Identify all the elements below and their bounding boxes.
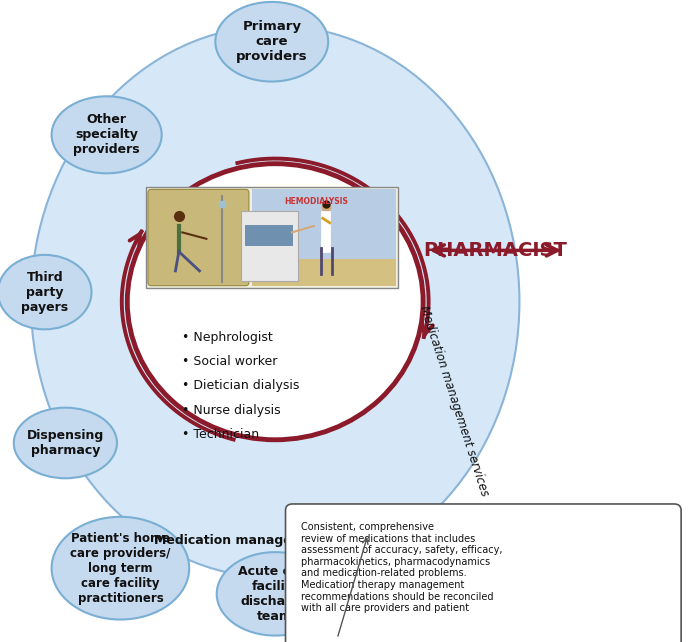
Text: Third
party
payers: Third party payers [21,271,68,313]
Text: • Technician: • Technician [182,428,259,441]
Ellipse shape [52,517,189,620]
Ellipse shape [215,2,328,82]
Bar [252,189,396,286]
Bar [252,259,396,286]
Ellipse shape [0,255,92,329]
Text: PHARMACIST: PHARMACIST [423,241,568,260]
Text: Medication management services: Medication management services [154,534,389,547]
Bar [246,225,293,245]
Ellipse shape [14,408,117,478]
Text: Patient's home
care providers/
long term
care facility
practitioners: Patient's home care providers/ long term… [70,532,171,605]
Text: Medication management services: Medication management services [417,304,491,498]
Text: HEMODIALYSIS: HEMODIALYSIS [284,197,348,206]
Ellipse shape [217,552,334,636]
Text: Dialysis facility: Dialysis facility [206,191,337,207]
FancyBboxPatch shape [286,504,681,642]
Text: • Nurse dialysis: • Nurse dialysis [182,404,281,417]
FancyBboxPatch shape [146,187,398,288]
Ellipse shape [31,26,519,578]
Circle shape [127,164,423,440]
Text: Other
specialty
providers: Other specialty providers [74,114,140,156]
Text: Dispensing
pharmacy: Dispensing pharmacy [27,429,104,457]
Text: Acute care
facility
discharge
team: Acute care facility discharge team [237,565,313,623]
FancyBboxPatch shape [148,189,249,286]
Text: • Social worker: • Social worker [182,355,278,368]
FancyBboxPatch shape [241,211,298,281]
Ellipse shape [52,96,162,173]
Text: • Nephrologist: • Nephrologist [182,331,273,343]
Text: Primary
care
providers: Primary care providers [236,21,308,63]
Text: • Dietician dialysis: • Dietician dialysis [182,379,300,392]
Text: Consistent, comprehensive
review of medications that includes
assessment of accu: Consistent, comprehensive review of medi… [301,522,502,613]
